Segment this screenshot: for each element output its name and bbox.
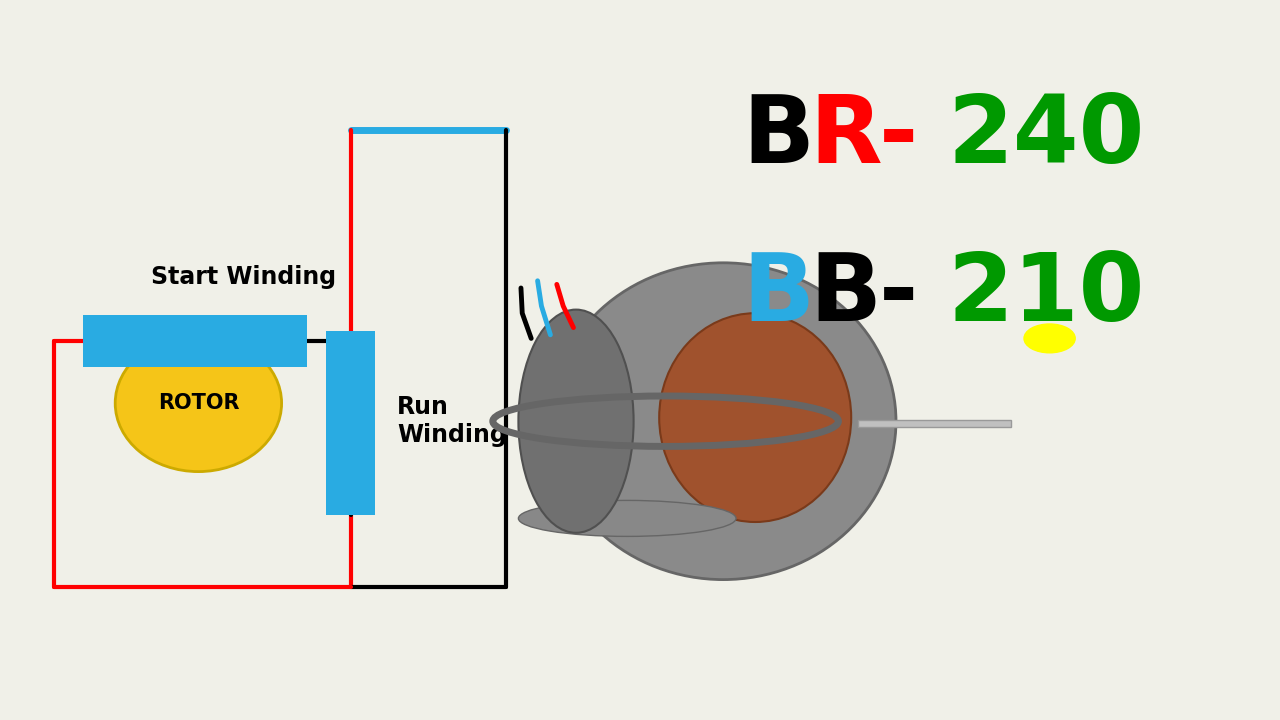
Ellipse shape: [550, 263, 896, 580]
Ellipse shape: [659, 313, 851, 522]
Text: B: B: [742, 249, 814, 341]
Text: Start Winding: Start Winding: [151, 265, 337, 289]
Text: -: -: [879, 91, 919, 183]
Text: Run
Winding: Run Winding: [397, 395, 507, 447]
Text: 210: 210: [947, 249, 1144, 341]
Bar: [326, 331, 375, 515]
Bar: [858, 420, 1011, 427]
Text: ROTOR: ROTOR: [157, 393, 239, 413]
Text: B: B: [742, 91, 814, 183]
Bar: [83, 315, 307, 367]
Text: R: R: [809, 91, 882, 183]
Text: 240: 240: [947, 91, 1144, 183]
Circle shape: [1024, 324, 1075, 353]
Text: -: -: [879, 249, 919, 341]
Ellipse shape: [518, 310, 634, 533]
Ellipse shape: [115, 335, 282, 472]
Ellipse shape: [518, 500, 736, 536]
Text: B: B: [809, 249, 881, 341]
